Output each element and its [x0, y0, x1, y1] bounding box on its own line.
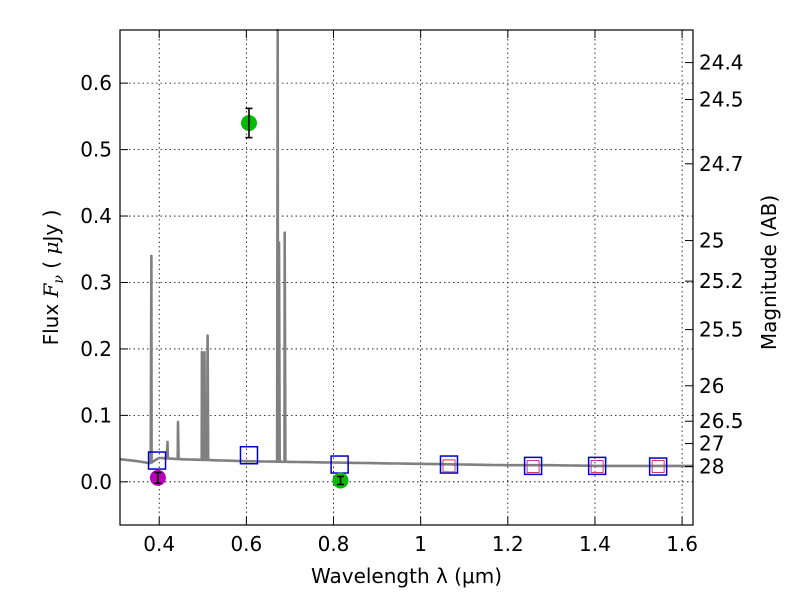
y-tick-label: 0.2: [80, 337, 112, 361]
y-tick-label: 0.4: [80, 204, 112, 228]
inner-square-marker: [590, 460, 604, 474]
mag-tick-label: 27: [699, 432, 724, 456]
x-tick-label: 0.6: [230, 532, 262, 556]
model-photometry: [147, 445, 668, 476]
mag-tick-label: 24.4: [699, 51, 744, 75]
model-photometry-square: [587, 456, 607, 476]
y-tick-label: 0.0: [80, 470, 112, 494]
x-tick-label: 1.4: [579, 532, 611, 556]
mag-tick-label: 24.5: [699, 87, 744, 111]
x-tick-label: 1: [414, 532, 427, 556]
mag-tick-label: 25.5: [699, 318, 744, 342]
model-photometry-square: [523, 456, 543, 476]
model-photometry-square: [439, 455, 459, 474]
x-tick-label: 1.2: [492, 532, 524, 556]
y-tick-label: 0.1: [80, 403, 112, 427]
y-tick-label: 0.6: [80, 71, 112, 95]
y-tick-label: 0.3: [80, 270, 112, 294]
model-spectrum: [119, 28, 694, 468]
mag-tick-label: 25: [699, 229, 724, 253]
model-photometry-square: [239, 445, 259, 465]
mag-tick-label: 26: [699, 374, 724, 398]
mag-tick-label: 28: [699, 455, 724, 479]
y-axis-title: Flux Fν ( μJy ): [39, 210, 67, 346]
model-photometry-square: [147, 451, 167, 470]
axis-ticks: 0.4 0.6 0.8 1 1.2 1.4 1.6 0.0 0.1 0.2 0.3 0.4 0.5 0.6…: [80, 30, 744, 556]
model-photometry-square: [648, 457, 668, 476]
inner-square-marker: [651, 460, 665, 474]
mag-tick-label: 25.2: [699, 269, 744, 293]
mag-tick-label: 26.5: [699, 409, 744, 433]
inner-square-marker: [526, 460, 540, 474]
plot-frame: [119, 29, 694, 526]
grid: [120, 30, 693, 525]
x-tick-label: 0.4: [143, 532, 175, 556]
mag-tick-label: 24.7: [699, 152, 744, 176]
x-axis-title: Wavelength λ (μm): [311, 564, 502, 588]
x-tick-label: 0.8: [318, 532, 350, 556]
inner-square-marker: [442, 459, 456, 473]
y-tick-label: 0.5: [80, 138, 112, 162]
observed-photometry: [149, 107, 349, 489]
x-tick-label: 1.6: [666, 532, 698, 556]
y2-axis-title: Magnitude (AB): [757, 195, 781, 350]
model-spectrum-line: [119, 28, 694, 468]
